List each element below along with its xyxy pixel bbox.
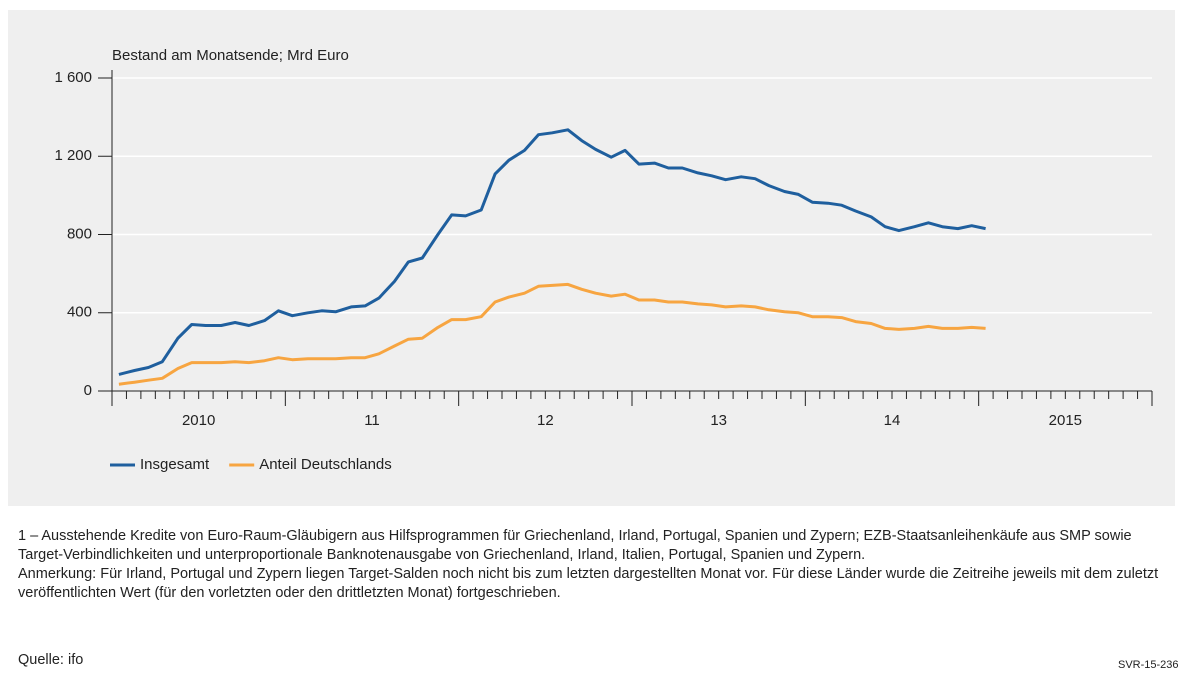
source: Quelle: ifo — [18, 652, 84, 668]
x-tick-label: 2015 — [1049, 412, 1082, 429]
footnote: 1 – Ausstehende Kredite von Euro-Raum-Gl… — [18, 528, 1132, 563]
y-tick-label: 1 200 — [54, 147, 92, 164]
y-tick-label: 0 — [84, 382, 92, 399]
y-tick-label: 1 600 — [54, 69, 92, 86]
y-tick-label: 400 — [67, 304, 92, 321]
data-line — [118, 282, 986, 386]
x-tick-label: 11 — [364, 412, 380, 429]
legend-label: Insgesamt — [140, 456, 210, 473]
chart-code: SVR-15-236 — [1118, 659, 1179, 671]
remark: Anmerkung: Für Irland, Portugal und Zype… — [18, 566, 1159, 601]
y-axis-label: Bestand am Monatsende; Mrd Euro — [112, 47, 349, 64]
x-tick-label: 14 — [884, 412, 901, 429]
x-tick-label: 12 — [537, 412, 554, 429]
chart-background — [8, 10, 1175, 506]
data-line — [118, 128, 986, 376]
x-tick-label: 13 — [710, 412, 727, 429]
y-tick-label: 800 — [67, 225, 92, 242]
x-tick-label: 2010 — [182, 412, 215, 429]
legend-label: Anteil Deutschlands — [259, 456, 392, 473]
notes: 1 – Ausstehende Kredite von Euro-Raum-Gl… — [18, 527, 1168, 603]
